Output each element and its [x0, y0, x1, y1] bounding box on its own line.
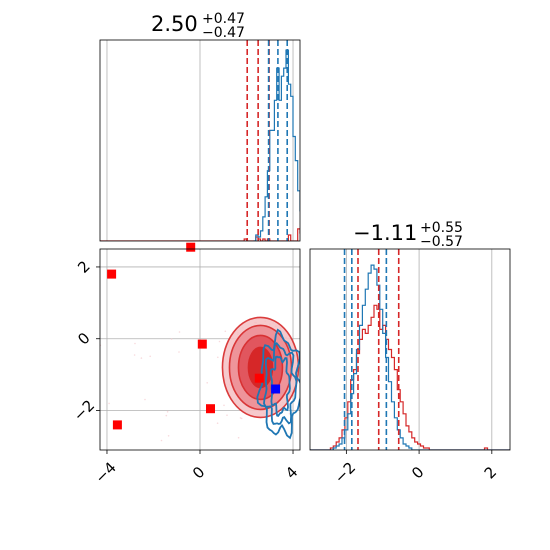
hist1-title-plus: +0.47 [202, 11, 245, 27]
hist1-red-series [100, 228, 300, 241]
hist1-title-value: 2.50 [151, 12, 198, 36]
scatter-xtick-label: 4 [282, 463, 301, 482]
scatter-point [240, 417, 243, 420]
scatter-point [226, 414, 228, 417]
hist2-blue-series [310, 264, 510, 450]
hist2-xtick-label: 0 [408, 463, 427, 482]
hist1-panel [99, 39, 301, 242]
scatter-point [160, 439, 163, 442]
hist2-data [310, 249, 510, 450]
scatter-blue-contour [256, 328, 300, 440]
scatter-point [133, 354, 136, 356]
scatter-red-marker [206, 404, 215, 414]
scatter-point [166, 411, 169, 413]
hist1-title-minus: −0.47 [202, 25, 245, 41]
hist1-frame [99, 39, 301, 242]
scatter-point [288, 413, 291, 415]
hist1-grid [106, 40, 294, 241]
scatter-markers [107, 242, 281, 430]
scatter-point [218, 340, 221, 343]
scatter-point [237, 436, 240, 439]
scatter-point [178, 351, 180, 353]
hist1-blue-series [253, 49, 300, 241]
scatter-xtick-label: −4 [91, 459, 119, 487]
scatter-blue-marker [271, 384, 281, 394]
scatter-red-marker [112, 420, 122, 430]
scatter-ytick-label: 0 [74, 329, 93, 348]
hist2-grid [345, 249, 493, 450]
scatter-point [149, 355, 151, 358]
hist2-xtick-label: 2 [481, 463, 500, 482]
scatter-point [165, 414, 168, 417]
scatter-point [134, 342, 136, 345]
scatter-ytick-label: 2 [74, 257, 93, 276]
scatter-point [144, 398, 146, 401]
hist2-title: −1.11 +0.55 −0.57 [353, 220, 463, 250]
scatter-point [239, 417, 242, 419]
scatter-point [206, 382, 208, 384]
scatter-point [170, 338, 173, 340]
scatter-point [167, 435, 170, 437]
scatter-point [217, 356, 219, 359]
hist1-data [100, 40, 300, 241]
scatter-xticks: −4 0 4 [91, 450, 301, 487]
scatter-red-marker [107, 269, 117, 279]
hist2-xticks: −2 0 2 [331, 450, 500, 487]
scatter-red-marker [197, 339, 207, 349]
hist2-xtick-label: −2 [331, 459, 359, 487]
scatter-xtick-label: 0 [189, 463, 208, 482]
hist2-title-value: −1.11 [353, 221, 417, 245]
scatter-red-marker [254, 373, 264, 383]
hist1-title: 2.50 +0.47 −0.47 [151, 11, 245, 41]
scatter-point [223, 404, 225, 407]
scatter-red-marker [186, 242, 196, 252]
hist2-panel: −2 0 2 [309, 248, 511, 487]
scatter-point [140, 357, 143, 359]
scatter-blue-contour [263, 342, 298, 425]
scatter-ytick-label: −2 [70, 396, 98, 424]
hist2-red-series [310, 304, 510, 450]
hist2-frame [309, 248, 511, 451]
scatter-yticks: −2 0 2 [70, 257, 100, 425]
hist2-title-plus: +0.55 [420, 220, 463, 236]
scatter-point [108, 402, 110, 405]
hist2-title-minus: −0.57 [420, 234, 463, 250]
scatter-data [100, 316, 300, 442]
scatter-panel: −4 0 4 −2 0 2 [70, 242, 301, 487]
scatter-point [216, 422, 219, 425]
scatter-point [178, 331, 181, 333]
scatter-point [224, 330, 227, 333]
